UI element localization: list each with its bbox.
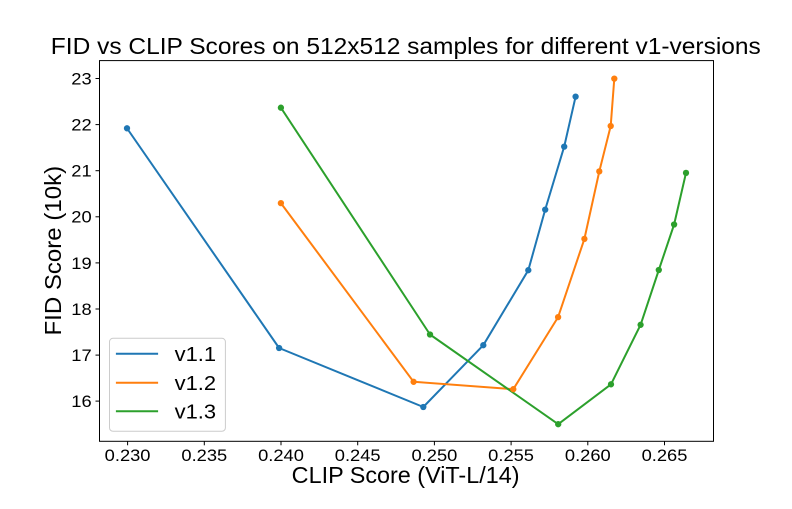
svg-text:0.235: 0.235 [181, 446, 227, 465]
svg-text:19: 19 [71, 254, 91, 273]
svg-text:0.240: 0.240 [258, 446, 304, 465]
svg-text:23: 23 [71, 69, 91, 88]
svg-text:0.260: 0.260 [565, 446, 611, 465]
svg-text:0.255: 0.255 [488, 446, 534, 465]
svg-text:18: 18 [71, 300, 91, 319]
svg-text:0.230: 0.230 [105, 446, 151, 465]
svg-text:0.250: 0.250 [412, 446, 458, 465]
svg-text:v1.3: v1.3 [175, 402, 217, 424]
svg-text:16: 16 [71, 392, 91, 411]
svg-text:20: 20 [71, 208, 91, 227]
svg-text:v1.1: v1.1 [175, 344, 217, 366]
svg-text:FID Score (10k): FID Score (10k) [40, 166, 66, 336]
svg-text:FID vs CLIP Scores on 512x512: FID vs CLIP Scores on 512x512 samples fo… [51, 33, 761, 59]
svg-text:0.245: 0.245 [335, 446, 381, 465]
svg-text:22: 22 [71, 116, 91, 135]
svg-text:17: 17 [71, 346, 91, 365]
svg-text:CLIP Score (ViT-L/14): CLIP Score (ViT-L/14) [292, 462, 520, 488]
svg-text:v1.2: v1.2 [175, 373, 217, 395]
svg-text:0.265: 0.265 [642, 446, 688, 465]
svg-text:21: 21 [71, 162, 91, 181]
